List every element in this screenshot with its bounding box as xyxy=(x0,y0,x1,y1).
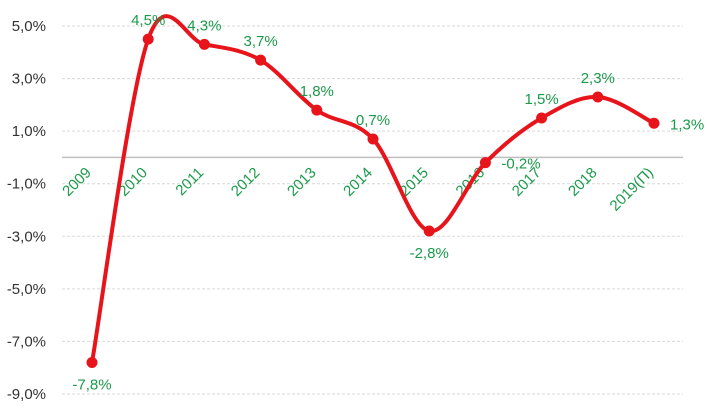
data-label: 4,5% xyxy=(131,12,165,29)
data-label: 3,7% xyxy=(243,33,277,50)
data-point xyxy=(423,225,435,237)
data-label: 1,8% xyxy=(300,83,334,100)
y-tick-label: 3,0% xyxy=(12,71,46,88)
data-point xyxy=(648,117,660,129)
data-label: 0,7% xyxy=(356,112,390,129)
data-label: 1,5% xyxy=(524,91,558,108)
data-label: 2,3% xyxy=(581,70,615,87)
gridlines xyxy=(62,25,683,395)
data-point xyxy=(86,356,98,368)
x-axis-ticks: 2009 2010 2011 2012 2013 2014 2015 2016 2017 2018… xyxy=(59,164,657,214)
x-tick-label: 2009 xyxy=(59,164,95,200)
data-label: -7,8% xyxy=(72,376,111,393)
data-point xyxy=(255,54,267,66)
data-point xyxy=(479,157,491,169)
data-points xyxy=(86,33,660,368)
data-label: -2,8% xyxy=(410,245,449,262)
y-axis-ticks: 5,0% 3,0% 1,0% -1,0% -3,0% -5,0% -7,0% -9,0% xyxy=(7,18,46,403)
x-tick-label: 2013 xyxy=(284,164,320,200)
y-tick-label: 1,0% xyxy=(12,123,46,140)
data-label: 4,3% xyxy=(187,17,221,34)
y-tick-label: -7,0% xyxy=(7,333,46,350)
y-tick-label: -5,0% xyxy=(7,281,46,298)
data-point xyxy=(592,91,604,103)
x-tick-label: 2014 xyxy=(340,164,376,200)
data-label: -0,2% xyxy=(501,156,540,173)
data-labels: -7,8% 4,5% 4,3% 3,7% 1,8% 0,7% -2,8% -0,2% 1,5% 2… xyxy=(72,12,704,393)
y-tick-label: -9,0% xyxy=(7,386,46,403)
x-tick-label: 2019(П) xyxy=(607,164,657,214)
data-point xyxy=(311,104,323,116)
y-tick-label: -3,0% xyxy=(7,228,46,245)
y-tick-label: 5,0% xyxy=(12,18,46,35)
data-point xyxy=(198,38,210,50)
data-point xyxy=(367,133,379,145)
data-label: 1,3% xyxy=(670,116,704,133)
x-tick-label: 2012 xyxy=(228,164,264,200)
x-tick-label: 2018 xyxy=(565,164,601,200)
y-tick-label: -1,0% xyxy=(7,176,46,193)
data-point xyxy=(142,33,154,45)
x-tick-label: 2011 xyxy=(172,164,207,199)
data-point xyxy=(536,112,548,124)
